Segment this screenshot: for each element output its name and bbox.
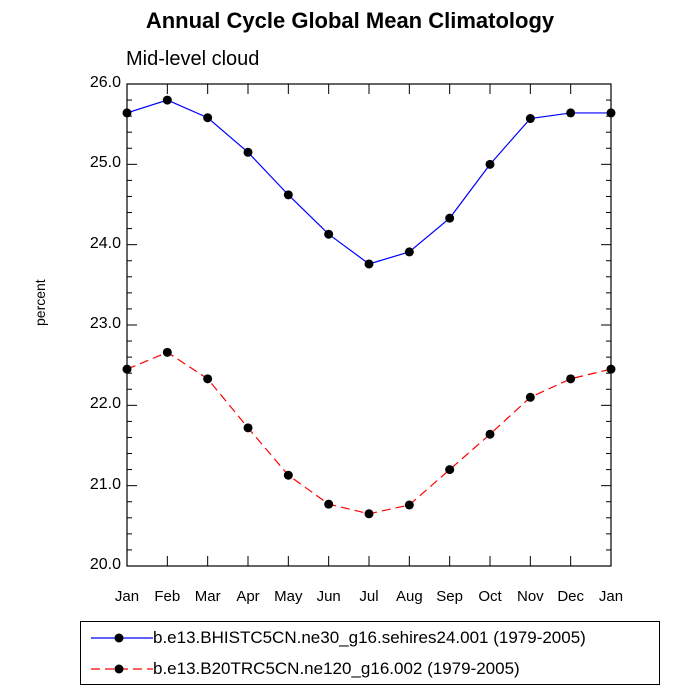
series-1-point	[525, 114, 535, 124]
series-2-line	[126, 351, 612, 515]
y-tick-label: 26.0	[89, 74, 121, 91]
x-tick-label: May	[274, 588, 303, 605]
plot-frame	[126, 83, 612, 567]
x-tick-label: Nov	[516, 588, 544, 605]
x-tick-label: Jan	[114, 588, 140, 605]
legend-swatch-series-1	[91, 633, 153, 643]
y-tick-label: 20.0	[89, 556, 121, 573]
series-2-point	[162, 347, 172, 357]
x-tick-label: Dec	[557, 588, 584, 605]
series-1-point	[243, 147, 253, 157]
series-2-point	[404, 500, 414, 510]
legend-item-series-1: b.e13.BHISTC5CN.ne30_g16.sehires24.001 (…	[81, 623, 659, 653]
series-2-point	[445, 465, 455, 475]
x-tick-label: Feb	[154, 588, 181, 605]
x-tick-label: Jun	[316, 588, 341, 605]
series-1-point	[283, 190, 293, 200]
series-1-point	[364, 259, 374, 269]
series-1-point	[324, 229, 334, 239]
series-2-point	[324, 499, 334, 509]
series-1-point	[445, 213, 455, 223]
x-tick-label: Apr	[236, 588, 260, 605]
series-1-line	[126, 99, 611, 265]
series-2-point	[566, 374, 576, 384]
series-2-point	[606, 364, 616, 374]
x-tick-label: Oct	[478, 588, 502, 605]
series-2-point	[525, 392, 535, 402]
chart-subtitle: Mid-level cloud	[126, 48, 260, 70]
y-tick-label: 21.0	[89, 475, 121, 493]
legend-swatch-series-2	[91, 664, 153, 674]
series-2-point	[283, 470, 293, 480]
series-2-point	[122, 364, 132, 374]
legend-label-series-2: b.e13.B20TRC5CN.ne120_g16.002 (1979-2005…	[153, 659, 520, 678]
series-2-point	[243, 423, 253, 433]
series-1-point	[404, 247, 414, 257]
series-1-point	[485, 159, 495, 169]
x-tick-label: Jul	[359, 588, 379, 605]
series-2-point	[485, 429, 495, 439]
series-1-point	[203, 113, 213, 123]
series-1-point	[162, 95, 172, 105]
chart-title: Annual Cycle Global Mean Climatology	[145, 8, 555, 33]
legend-item-series-2: b.e13.B20TRC5CN.ne120_g16.002 (1979-2005…	[81, 654, 659, 684]
series-1-point	[566, 108, 576, 118]
x-tick-label: Jan	[598, 588, 624, 605]
x-tick-label: Sep	[436, 588, 463, 605]
x-tick-label: Aug	[395, 588, 423, 605]
legend: b.e13.BHISTC5CN.ne30_g16.sehires24.001 (…	[80, 621, 660, 685]
series-1-point	[606, 108, 616, 118]
legend-label-series-1: b.e13.BHISTC5CN.ne30_g16.sehires24.001 (…	[153, 628, 586, 647]
y-tick-label: 25.0	[89, 154, 121, 172]
y-tick-label: 23.0	[89, 315, 121, 332]
x-tick-label: Mar	[194, 588, 221, 605]
y-tick-label: 22.0	[89, 395, 121, 413]
series-2-point	[364, 509, 374, 519]
y-tick-label: 24.0	[89, 234, 121, 252]
series-2-point	[203, 374, 213, 384]
series-1-point	[122, 108, 132, 118]
